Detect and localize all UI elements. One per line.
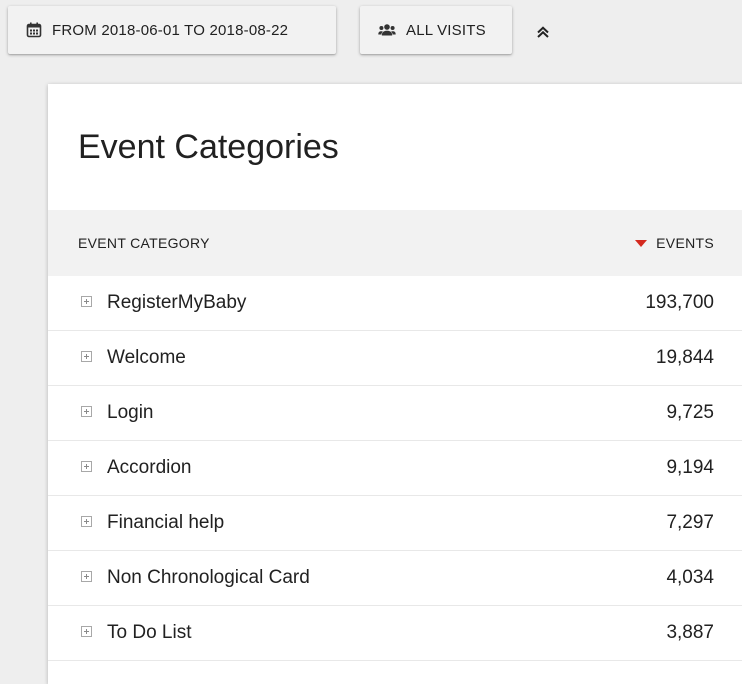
report-card: Event Categories EVENT CATEGORY EVENTS R… xyxy=(48,84,742,684)
date-range-button[interactable]: FROM 2018-06-01 TO 2018-08-22 xyxy=(8,6,336,54)
expand-icon[interactable] xyxy=(81,516,92,527)
report-title: Event Categories xyxy=(78,128,339,166)
segment-label: ALL VISITS xyxy=(406,21,486,39)
sort-descending-icon xyxy=(635,239,648,247)
row-value: 4,034 xyxy=(666,567,714,588)
column-header-events[interactable]: EVENTS xyxy=(635,235,714,251)
table-row[interactable]: To Do List 3,887 xyxy=(48,606,742,661)
table-row[interactable]: Non Chronological Card 4,034 xyxy=(48,551,742,606)
row-label: Login xyxy=(107,402,154,423)
expand-icon[interactable] xyxy=(81,296,92,307)
expand-icon[interactable] xyxy=(81,626,92,637)
expand-icon[interactable] xyxy=(81,406,92,417)
row-label: Financial help xyxy=(107,512,225,533)
row-value: 9,194 xyxy=(666,457,714,478)
row-label: Welcome xyxy=(107,347,186,368)
expand-icon[interactable] xyxy=(81,461,92,472)
table-row[interactable]: RegisterMyBaby 193,700 xyxy=(48,276,742,331)
row-label: RegisterMyBaby xyxy=(107,292,247,313)
row-value: 3,887 xyxy=(666,622,714,643)
column-header-event-category[interactable]: EVENT CATEGORY xyxy=(78,235,210,251)
row-label: Accordion xyxy=(107,457,192,478)
expand-icon[interactable] xyxy=(81,351,92,362)
expand-icon[interactable] xyxy=(81,571,92,582)
people-icon xyxy=(378,23,396,37)
date-range-label: FROM 2018-06-01 TO 2018-08-22 xyxy=(52,21,289,39)
row-value: 193,700 xyxy=(645,292,714,313)
row-value: 9,725 xyxy=(666,402,714,423)
segment-button[interactable]: ALL VISITS xyxy=(360,6,512,54)
double-chevron-up-icon[interactable] xyxy=(533,22,553,42)
column-header-events-label: EVENTS xyxy=(656,235,714,251)
table-row[interactable]: Accordion 9,194 xyxy=(48,441,742,496)
table-body: RegisterMyBaby 193,700 Welcome 19,844 Lo… xyxy=(48,276,742,661)
table-header: EVENT CATEGORY EVENTS xyxy=(48,210,742,276)
report-toolbar: FROM 2018-06-01 TO 2018-08-22 ALL VISITS xyxy=(0,0,742,70)
row-value: 19,844 xyxy=(655,347,714,368)
row-label: Non Chronological Card xyxy=(107,567,310,588)
table-row[interactable]: Login 9,725 xyxy=(48,386,742,441)
calendar-icon xyxy=(26,22,42,38)
table-row[interactable]: Financial help 7,297 xyxy=(48,496,742,551)
row-value: 7,297 xyxy=(666,512,714,533)
row-label: To Do List xyxy=(107,622,192,643)
table-row[interactable]: Welcome 19,844 xyxy=(48,331,742,386)
